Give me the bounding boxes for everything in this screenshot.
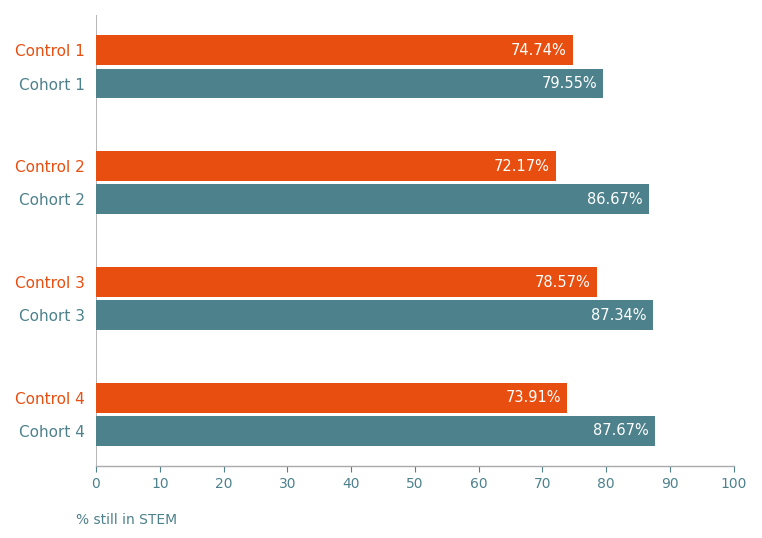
Bar (96, 300, 653, 330)
Bar (96, 68, 604, 98)
Text: 72.17%: 72.17% (494, 159, 550, 174)
Text: 74.74%: 74.74% (511, 43, 566, 58)
Text: 73.91%: 73.91% (505, 390, 561, 405)
Bar (96, 416, 655, 446)
Bar (96, 185, 648, 214)
Text: 87.67%: 87.67% (593, 423, 648, 438)
Text: 86.67%: 86.67% (587, 192, 642, 207)
Text: % still in STEM: % still in STEM (76, 513, 178, 527)
Bar (96, 151, 556, 181)
Text: 87.34%: 87.34% (591, 308, 647, 323)
Bar (96, 383, 568, 413)
Text: 78.57%: 78.57% (535, 274, 591, 289)
Text: 79.55%: 79.55% (541, 76, 597, 91)
Bar (96, 36, 573, 66)
Bar (96, 267, 597, 297)
